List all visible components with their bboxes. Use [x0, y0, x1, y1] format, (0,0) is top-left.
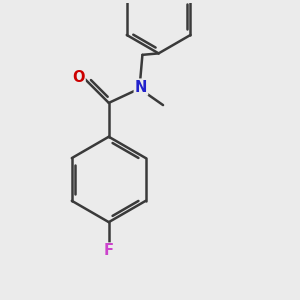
Text: O: O — [72, 70, 85, 85]
Text: N: N — [135, 80, 147, 94]
Text: F: F — [104, 244, 114, 259]
